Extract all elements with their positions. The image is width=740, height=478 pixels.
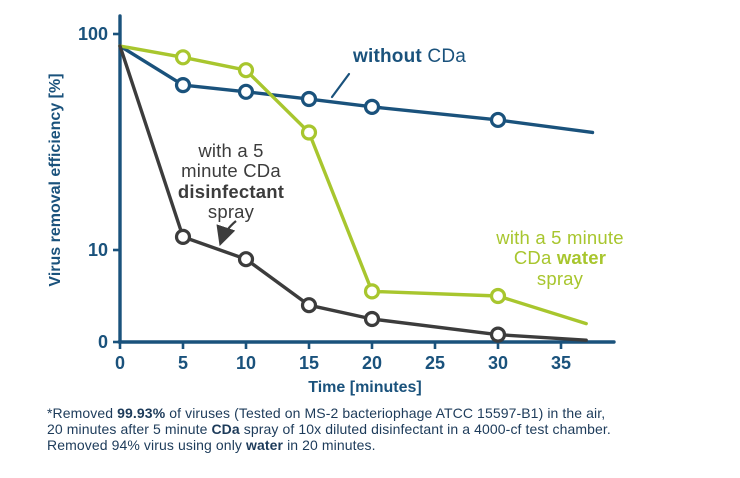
- x-tick-label: 10: [236, 353, 256, 373]
- chart-canvas: 0 5 10 15 20 25 30 35 0 10 100 Time [minutes] Virus …: [47, 14, 616, 396]
- x-tick-label: 35: [551, 353, 571, 373]
- footnote-l1-post: of viruses (Tested on MS-2 bacteriophage…: [165, 405, 606, 421]
- data-point: [363, 98, 381, 115]
- x-tick-label: 25: [425, 353, 445, 373]
- data-point: [300, 90, 318, 108]
- data-point: [174, 228, 192, 245]
- label-disinfectant-line4: spray: [207, 201, 255, 223]
- label-water-spray: with a 5 minute CDa water spray: [472, 227, 648, 289]
- y-axis-label: Virus removal efficiency [%]: [47, 73, 64, 286]
- footnote-l1-pre: *Removed: [47, 405, 118, 421]
- label-without-cda: without CDa: [353, 46, 467, 68]
- data-point: [300, 124, 318, 141]
- data-point: [237, 62, 255, 79]
- x-tick-label: 15: [299, 353, 319, 373]
- data-point: [489, 287, 507, 305]
- footnote-l3-post: in 20 minutes.: [283, 437, 376, 453]
- x-tick-label: 0: [115, 353, 125, 373]
- data-point: [174, 49, 192, 66]
- label-without-cda-rest: CDa: [421, 46, 467, 67]
- y-tick-label: 100: [78, 24, 108, 44]
- footnote-line-1: *Removed 99.93% of viruses (Tested on MS…: [47, 405, 707, 421]
- x-tick-label: 20: [362, 353, 382, 373]
- label-disinfectant-line3: disinfectant: [177, 180, 285, 202]
- footnote-l3-pre: Removed 94% virus using only: [47, 437, 246, 453]
- data-point: [300, 297, 318, 314]
- pointer-without-cda: [330, 72, 351, 99]
- label-water-line1: with a 5 minute: [496, 227, 624, 248]
- label-disinfectant-spray: with a 5 minute CDa disinfectant spray: [152, 140, 310, 223]
- x-tick-label: 5: [178, 353, 188, 373]
- y-tick-label: 0: [98, 332, 108, 352]
- footnote-line-3: Removed 94% virus using only water in 20…: [47, 437, 707, 453]
- data-point: [174, 76, 192, 94]
- footnote: *Removed 99.93% of viruses (Tested on MS…: [47, 405, 707, 453]
- footnote-l2-post: spray of 10x diluted disinfectant in a 4…: [239, 421, 611, 437]
- label-water-line2: CDa water: [472, 248, 648, 268]
- label-without-cda-bold: without: [353, 46, 422, 67]
- line-chart: 0 5 10 15 20 25 30 35 0 10 100 Time [minutes] Virus …: [47, 14, 648, 396]
- label-water-line2-pre: CDa: [513, 247, 557, 269]
- data-point: [237, 251, 255, 268]
- data-point: [489, 326, 507, 343]
- pointer-disinfectant-arrow: [216, 220, 237, 247]
- footnote-l2-bold: CDa: [211, 421, 240, 437]
- data-point: [237, 83, 255, 100]
- x-tick-label: 30: [488, 353, 508, 373]
- label-water-line3: spray: [536, 267, 584, 289]
- x-axis-label: Time [minutes]: [308, 379, 422, 396]
- data-point: [489, 111, 507, 129]
- footnote-l2-pre: 20 minutes after 5 minute: [47, 421, 212, 437]
- data-point: [363, 310, 381, 328]
- footnote-l3-bold: water: [246, 437, 284, 453]
- label-water-line2-bold: water: [556, 247, 607, 269]
- label-disinfectant-line1: with a 5: [198, 140, 264, 161]
- data-point: [363, 283, 381, 300]
- label-disinfectant-line2: minute CDa: [181, 160, 281, 182]
- y-tick-label: 10: [88, 240, 108, 260]
- footnote-l1-bold: 99.93%: [117, 405, 166, 421]
- footnote-line-2: 20 minutes after 5 minute CDa spray of 1…: [47, 421, 707, 437]
